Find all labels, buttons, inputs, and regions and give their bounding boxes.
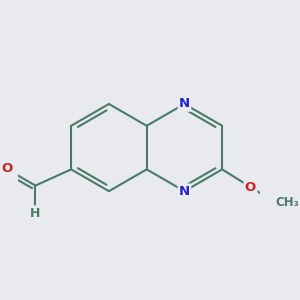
Text: N: N xyxy=(179,98,190,110)
Text: H: H xyxy=(30,206,40,220)
Text: O: O xyxy=(1,162,12,176)
Text: N: N xyxy=(179,185,190,198)
Text: O: O xyxy=(245,181,256,194)
Text: CH₃: CH₃ xyxy=(275,196,299,209)
